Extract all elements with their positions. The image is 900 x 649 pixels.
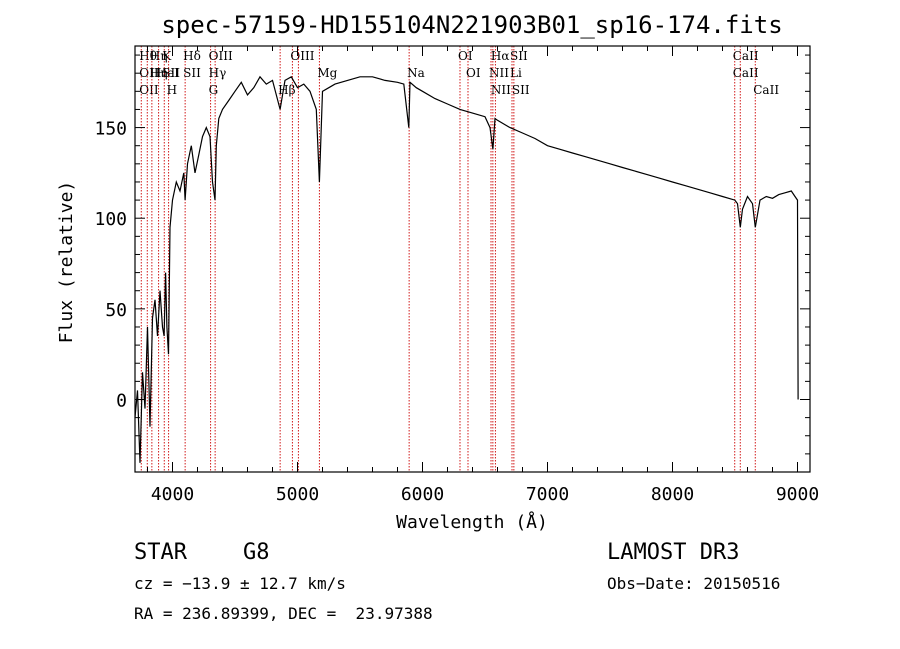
plot-frame — [134, 45, 811, 473]
x-tick-label: 6000 — [401, 484, 444, 505]
object-type: STAR — [134, 540, 187, 565]
marker-label: Hα — [491, 49, 510, 63]
marker-label: CaII — [753, 83, 779, 97]
marker-label: NII — [489, 66, 509, 80]
marker-label: Mg — [317, 66, 337, 80]
y-tick-label: 100 — [94, 209, 127, 230]
marker-label: HeI — [157, 66, 180, 80]
x-tick-label: 5000 — [276, 484, 319, 505]
marker-label: OI — [466, 66, 481, 80]
x-axis-label: Wavelength (Å) — [396, 511, 548, 533]
marker-label: SII — [512, 83, 530, 97]
marker-label: Hθ — [139, 49, 157, 63]
marker-label: K — [162, 49, 172, 63]
marker-label: OIII — [209, 49, 233, 63]
x-axis-ticks: 4000 5000 6000 7000 8000 9000 — [147, 46, 819, 505]
marker-label: Na — [407, 66, 425, 80]
marker-label: Hβ — [278, 83, 295, 97]
marker-label: OIII — [290, 49, 314, 63]
marker-label: Li — [510, 66, 522, 80]
marker-label: OI — [458, 49, 473, 63]
survey-label: LAMOST DR3 — [607, 540, 740, 565]
marker-label: Hγ — [209, 66, 227, 80]
spectrum-line — [134, 75, 799, 463]
observation-date: Obs−Date: 20150516 — [607, 574, 781, 593]
marker-label: G — [209, 83, 219, 97]
chart-title: spec-57159-HD155104N221903B01_sp16-174.f… — [161, 11, 782, 39]
y-axis-label: Flux (relative) — [56, 181, 77, 344]
y-tick-label: 0 — [116, 390, 127, 411]
redshift-velocity: cz = −13.9 ± 12.7 km/s — [134, 574, 346, 593]
x-tick-label: 7000 — [526, 484, 569, 505]
subclass: G8 — [243, 540, 270, 565]
marker-label: CaII — [733, 66, 759, 80]
marker-label: SII — [510, 49, 528, 63]
y-tick-label: 50 — [105, 300, 127, 321]
marker-label: SII — [162, 66, 180, 80]
x-tick-label: 9000 — [776, 484, 819, 505]
y-axis-ticks: 0 50 100 150 — [94, 54, 810, 455]
marker-label: SII — [183, 66, 201, 80]
marker-label: Hδ — [183, 49, 201, 63]
x-tick-label: 4000 — [151, 484, 194, 505]
marker-label: H — [167, 83, 177, 97]
marker-label: OII — [139, 83, 159, 97]
marker-label: NII — [491, 83, 511, 97]
marker-label: OII — [139, 66, 159, 80]
y-tick-label: 150 — [94, 119, 127, 140]
x-tick-label: 8000 — [651, 484, 694, 505]
marker-label: CaII — [733, 49, 759, 63]
coordinates: RA = 236.89399, DEC = 23.97388 — [134, 604, 433, 623]
